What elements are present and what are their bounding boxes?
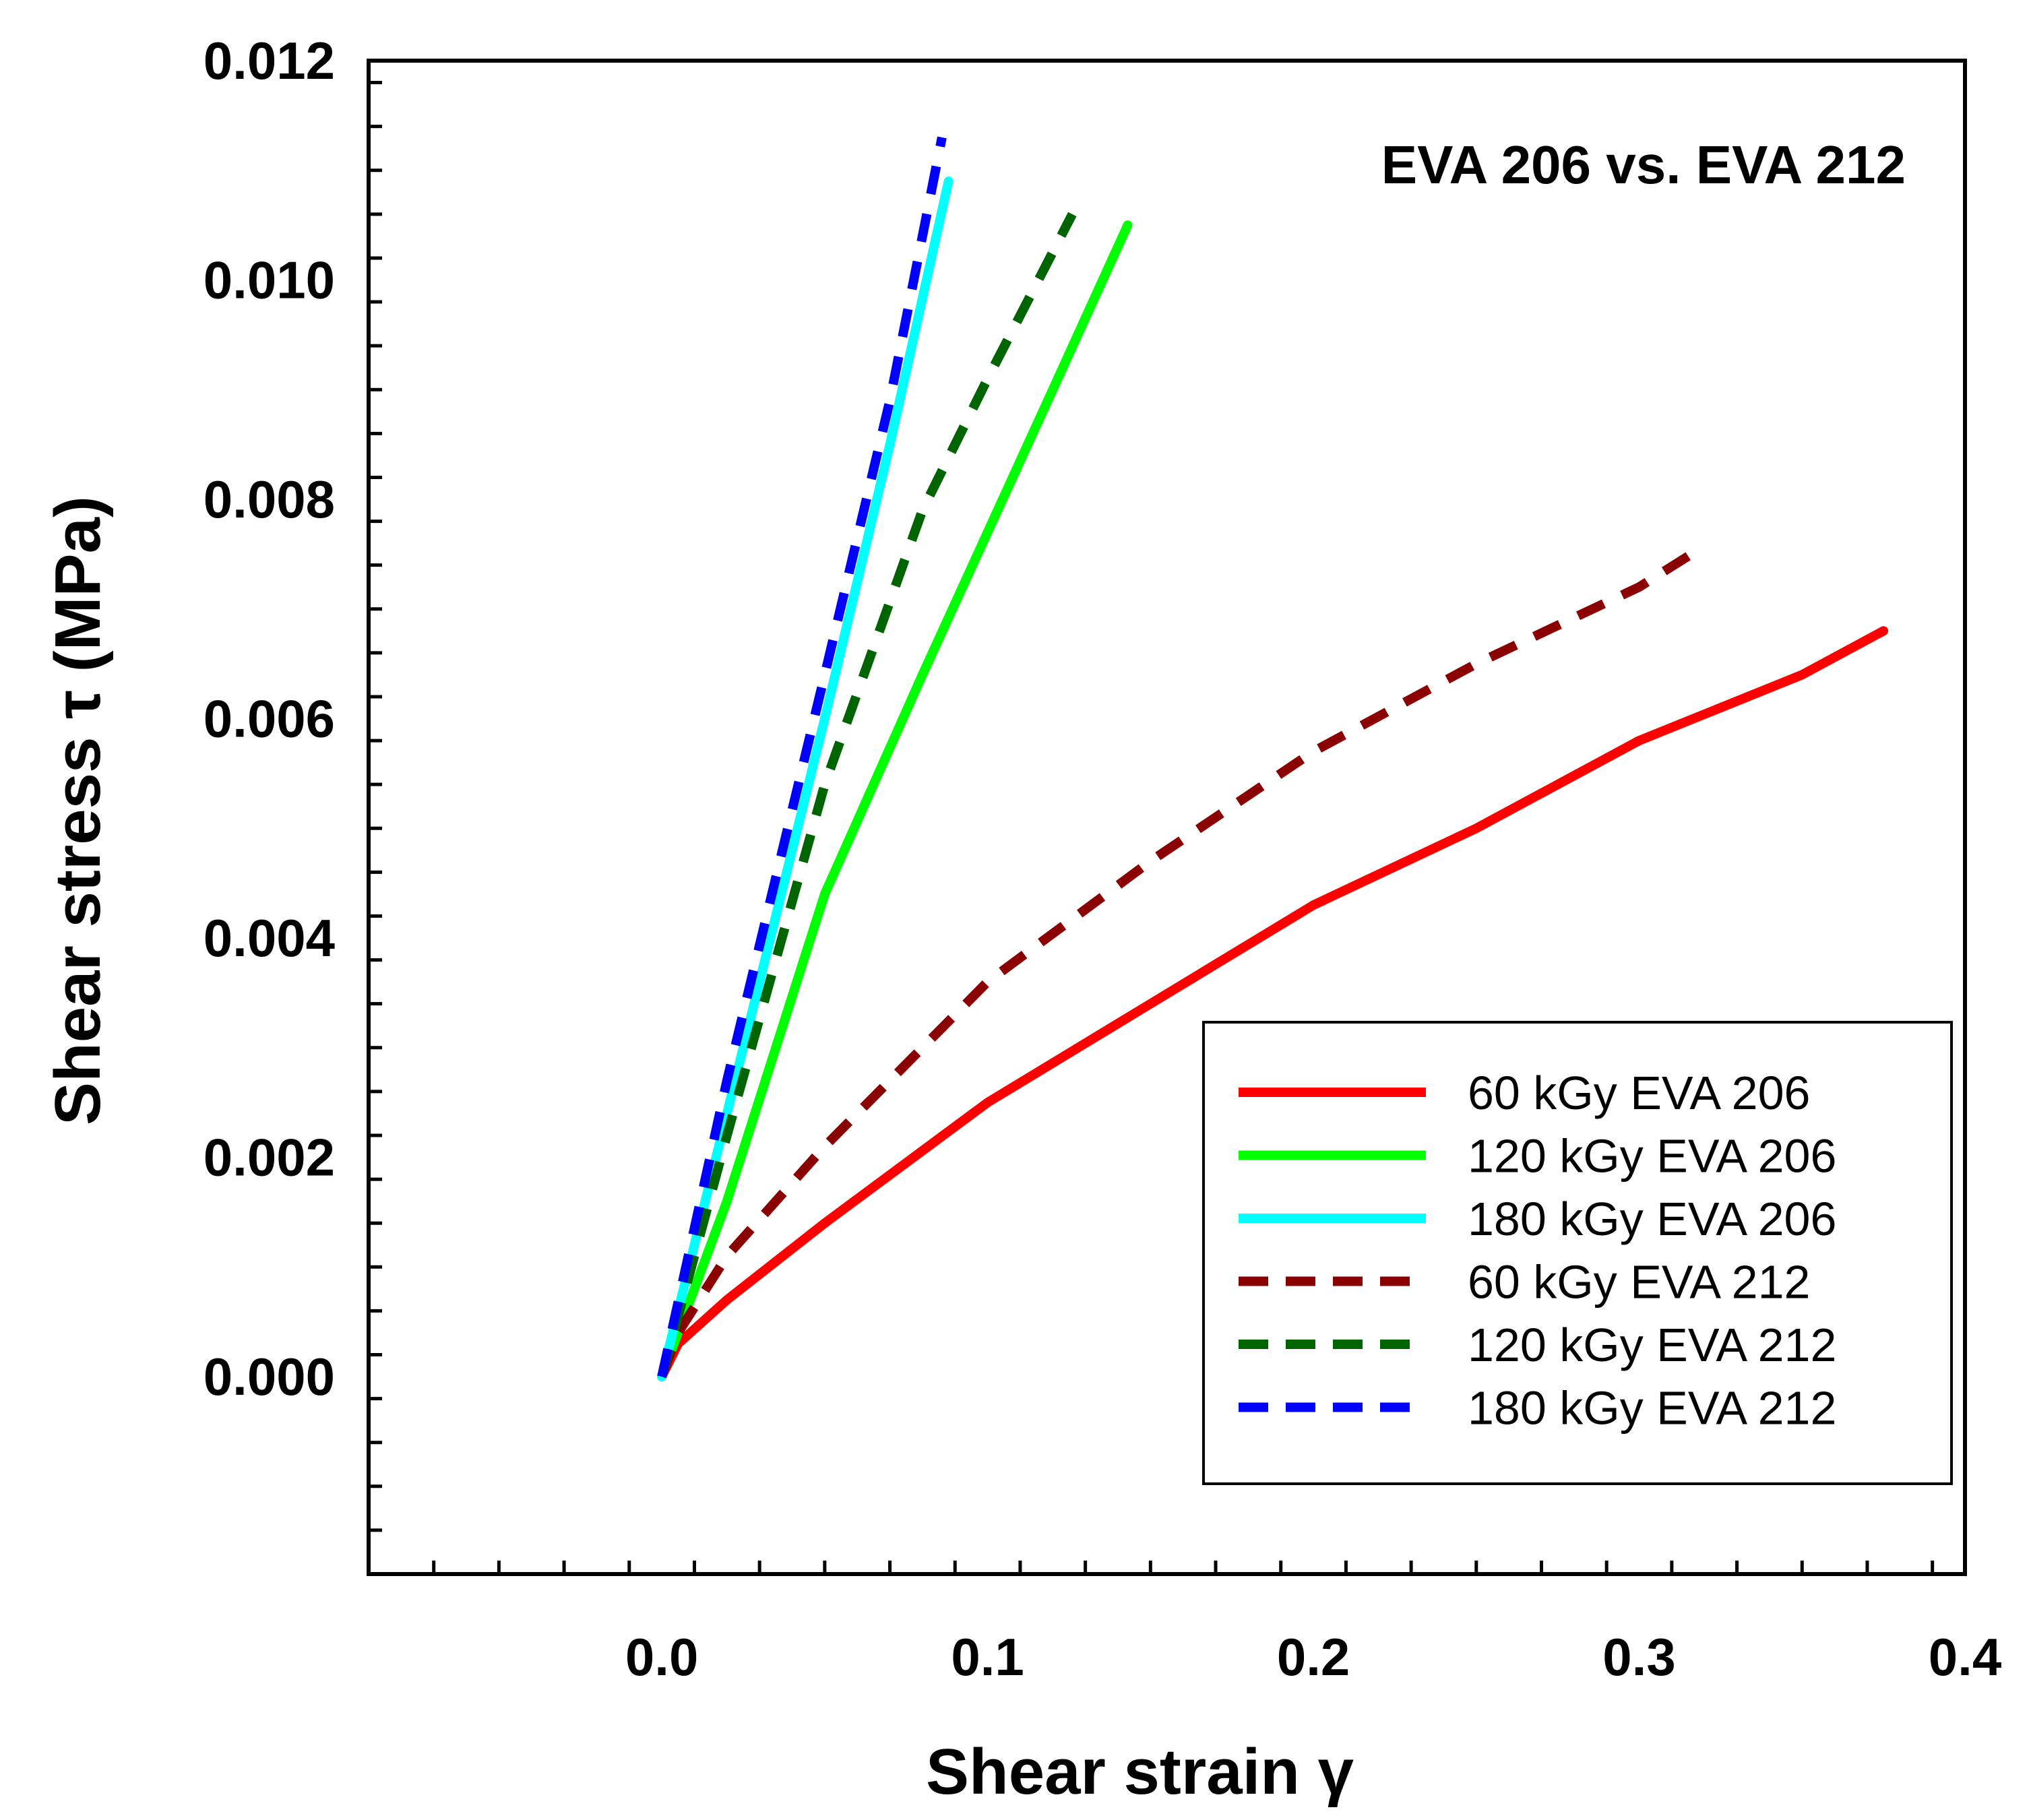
x-tick-label: 0.2 [1277,1627,1350,1687]
legend-label-120-kgy-eva-212: 120 kGy EVA 212 [1468,1319,1836,1371]
x-tick-label: 0.4 [1929,1627,2001,1687]
x-axis-title: Shear strain γ [926,1736,1354,1808]
series-line-180-kgy-eva-206 [657,177,954,1381]
series-line-120-kgy-eva-212 [657,212,1077,1378]
x-tick-label: 0.1 [951,1627,1024,1687]
y-tick-label: 0.008 [204,470,335,529]
x-tick-label: 0.3 [1602,1627,1675,1687]
x-tick-label: 0.0 [625,1627,698,1687]
axis-ticks [369,81,1935,1574]
plot-frame [367,59,1967,1576]
y-tick-label: 0.004 [204,908,335,968]
legend-label-60-kgy-eva-206: 60 kGy EVA 206 [1468,1067,1810,1119]
y-tick-label: 0.012 [204,31,335,90]
series-line-180-kgy-eva-212 [657,136,947,1378]
legend-label-180-kgy-eva-206: 180 kGy EVA 206 [1468,1193,1836,1245]
series-line-60-kgy-eva-206 [657,626,1889,1381]
legend-label-60-kgy-eva-212: 60 kGy EVA 212 [1468,1256,1810,1309]
axis-tick-labels: 0.0 0.1 0.2 0.3 0.4 0.000 0.002 0.004 0.006 0.008… [204,31,2001,1687]
series-line-60-kgy-eva-212 [657,550,1694,1379]
plot-series [657,136,1889,1381]
plot-title: EVA 206 vs. EVA 212 [1381,135,1906,195]
y-tick-label: 0.010 [204,251,335,310]
y-tick-label: 0.006 [204,689,335,749]
y-tick-label: 0.002 [204,1128,335,1187]
y-tick-label: 0.000 [204,1347,335,1406]
y-axis-title: Shear stress τ (MPa) [42,496,114,1125]
legend: 60 kGy EVA 206 120 kGy EVA 206 180 kGy EVA… [1202,1021,1953,1485]
legend-label-120-kgy-eva-206: 120 kGy EVA 206 [1468,1130,1836,1183]
legend-box [1202,1021,1953,1485]
series-line-120-kgy-eva-206 [657,220,1133,1381]
legend-label-180-kgy-eva-212: 180 kGy EVA 212 [1468,1382,1836,1435]
